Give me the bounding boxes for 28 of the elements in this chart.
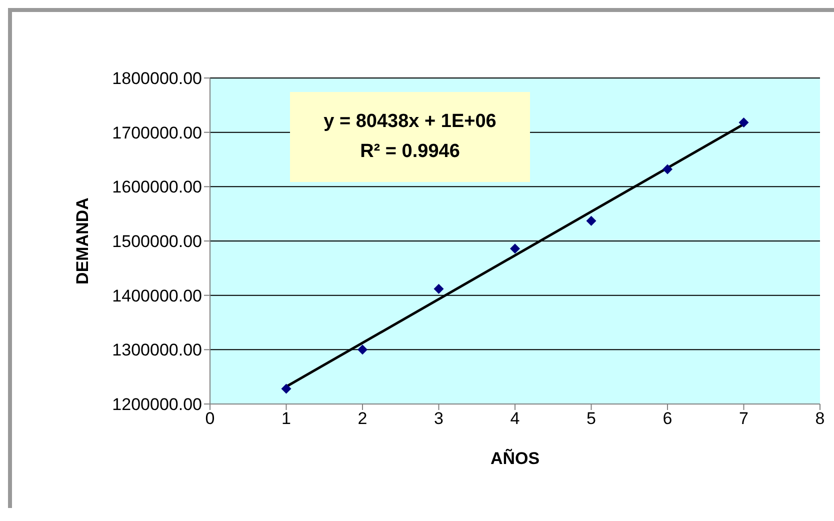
y-tick-label: 1500000.00 <box>112 232 202 252</box>
x-tick-label: 8 <box>815 409 825 428</box>
x-tick-label: 7 <box>739 409 748 428</box>
y-tick-label: 1200000.00 <box>112 395 202 414</box>
y-tick-label: 1600000.00 <box>112 178 202 197</box>
point <box>358 344 368 355</box>
x-tick-label: 3 <box>434 409 444 428</box>
point <box>738 118 749 128</box>
x-axis-title: AÑOS <box>490 448 540 468</box>
annotation: R² = 0.9946 <box>360 140 460 164</box>
y-tick-label: 1700000.00 <box>112 123 202 142</box>
point <box>662 164 672 174</box>
x-tick-label: 1 <box>282 409 291 428</box>
x-tick-label: 5 <box>586 409 596 428</box>
y-tick-label: 1300000.00 <box>112 340 202 360</box>
x-tick-label: 2 <box>358 409 368 428</box>
x-tick-label: 4 <box>510 409 520 428</box>
y-axis-title: DEMANDA <box>73 198 92 284</box>
x-tick-label: 0 <box>205 409 215 428</box>
annotation: y = 80438x + 1E+06 <box>324 110 496 134</box>
x-tick-label: 6 <box>662 409 672 428</box>
point <box>434 284 444 294</box>
point <box>281 384 292 394</box>
point <box>510 244 520 254</box>
equation-box: y = 80438x + 1E+06 R² = 0.9946 <box>290 92 530 182</box>
y-tick-label: 1400000.00 <box>112 286 202 306</box>
y-tick-label: 1800000.00 <box>112 69 202 88</box>
point <box>586 216 596 226</box>
